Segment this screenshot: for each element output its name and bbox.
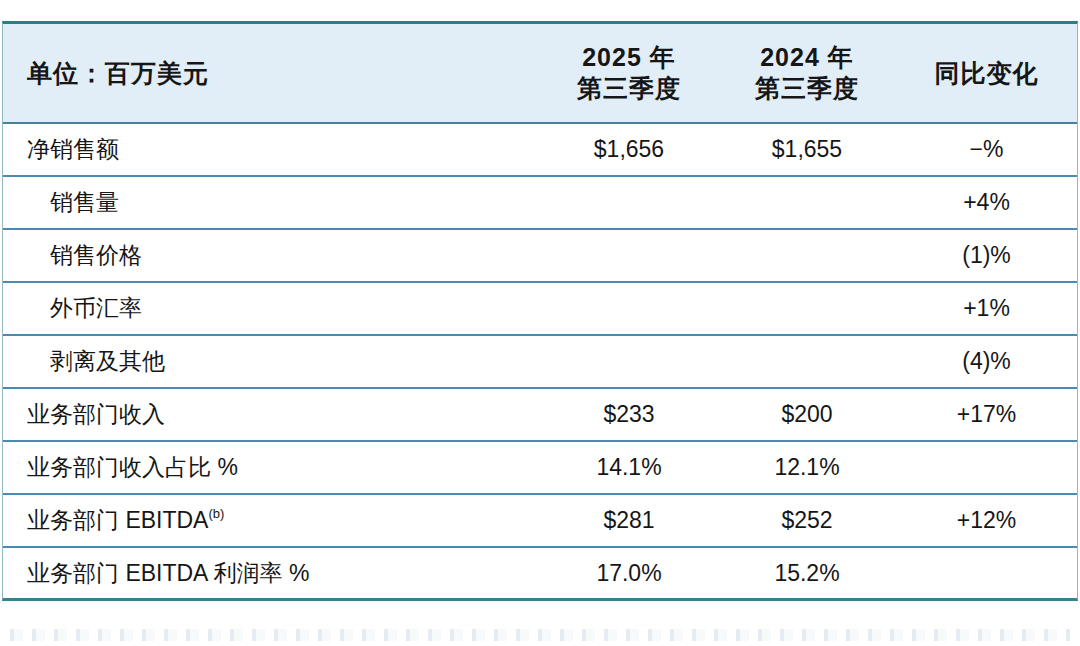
value-2024: 12.1% [718,454,896,481]
value-yoy: (4)% [896,348,1077,375]
row-label: 净销售额 [3,134,540,165]
row-label: 业务部门收入 [3,399,540,430]
row-label-text: 业务部门收入占比 % [27,454,238,480]
column-header-yoy-line1: 同比变化 [935,58,1039,89]
value-2025: $233 [540,401,718,428]
row-label-text: 销售价格 [50,242,142,268]
value-yoy: −% [896,136,1077,163]
cropped-next-row-artifact [10,629,1070,641]
table-row-segment-income-pct: 业务部门收入占比 % 14.1% 12.1% [3,442,1077,495]
column-header-yoy-change: 同比变化 [896,58,1077,89]
column-header-2024-q3: 2024 年 第三季度 [718,42,896,104]
row-label: 业务部门收入占比 % [3,452,540,483]
financial-results-table: 单位：百万美元 2025 年 第三季度 2024 年 第三季度 同比变化 净销售… [2,21,1078,601]
table-row-segment-ebitda: 业务部门 EBITDA(b) $281 $252 +12% [3,495,1077,548]
table-header-row: 单位：百万美元 2025 年 第三季度 2024 年 第三季度 同比变化 [3,24,1077,124]
row-label-text: 业务部门收入 [27,401,165,427]
value-2025: 14.1% [540,454,718,481]
column-header-2025-q3: 2025 年 第三季度 [540,42,718,104]
table-row-segment-income: 业务部门收入 $233 $200 +17% [3,389,1077,442]
table-row-sales-price: 销售价格 (1)% [3,230,1077,283]
table-row-net-sales: 净销售额 $1,656 $1,655 −% [3,124,1077,177]
column-header-2024-line1: 2024 年 [760,42,854,73]
value-2024: 15.2% [718,560,896,587]
page: 单位：百万美元 2025 年 第三季度 2024 年 第三季度 同比变化 净销售… [0,0,1080,646]
row-label-text: 业务部门 EBITDA [27,507,208,533]
row-label-superscript: (b) [208,506,224,521]
row-label: 剥离及其他 [3,346,540,377]
table-row-segment-ebitda-margin: 业务部门 EBITDA 利润率 % 17.0% 15.2% [3,548,1077,598]
value-2024: $1,655 [718,136,896,163]
column-header-2025-line1: 2025 年 [582,42,676,73]
table-row-foreign-currency: 外币汇率 +1% [3,283,1077,336]
unit-label: 单位：百万美元 [3,57,540,90]
value-2025: 17.0% [540,560,718,587]
value-yoy: +4% [896,189,1077,216]
row-label: 销售量 [3,187,540,218]
row-label-text: 外币汇率 [50,295,142,321]
value-2025: $1,656 [540,136,718,163]
row-label: 业务部门 EBITDA 利润率 % [3,558,540,589]
row-label-text: 净销售额 [27,136,119,162]
column-header-2024-line2: 第三季度 [755,73,859,104]
table-row-divestitures-other: 剥离及其他 (4)% [3,336,1077,389]
row-label: 销售价格 [3,240,540,271]
value-yoy: (1)% [896,242,1077,269]
value-yoy: +1% [896,295,1077,322]
value-2025: $281 [540,507,718,534]
row-label: 外币汇率 [3,293,540,324]
column-header-2025-line2: 第三季度 [577,73,681,104]
value-2024: $252 [718,507,896,534]
row-label-text: 剥离及其他 [50,348,165,374]
row-label: 业务部门 EBITDA(b) [3,505,540,536]
row-label-text: 销售量 [50,189,119,215]
value-yoy: +12% [896,507,1077,534]
value-2024: $200 [718,401,896,428]
table-row-sales-volume: 销售量 +4% [3,177,1077,230]
value-yoy: +17% [896,401,1077,428]
row-label-text: 业务部门 EBITDA 利润率 % [27,560,309,586]
